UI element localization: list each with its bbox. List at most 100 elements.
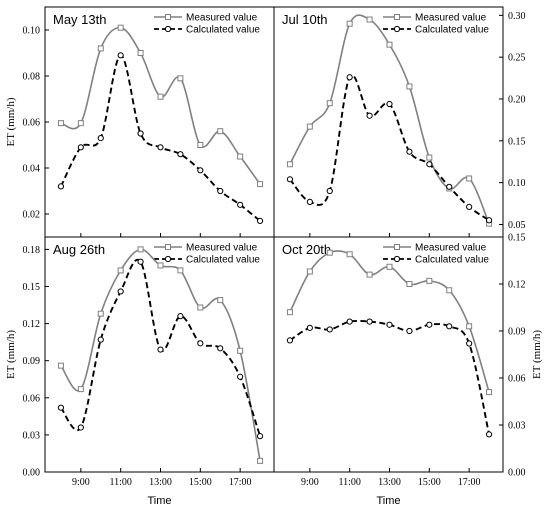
data-point-measured xyxy=(217,297,224,304)
data-point-measured xyxy=(406,281,413,287)
y-tick-label: 0.02 xyxy=(23,210,41,221)
y-tick-label: 0.00 xyxy=(508,468,526,479)
data-point-measured xyxy=(346,251,353,258)
y-axis-title: ET (mm/h) xyxy=(531,330,543,379)
x-tick-label: 11:00 xyxy=(338,477,360,488)
data-point-measured xyxy=(137,50,144,56)
legend-label: Calculated value xyxy=(415,25,489,36)
data-point-measured xyxy=(97,45,104,52)
data-point-measured xyxy=(177,75,184,82)
data-point-measured xyxy=(466,175,473,182)
panel-title: Oct 20th xyxy=(282,242,331,257)
data-point-calculated xyxy=(346,74,353,81)
y-tick-label: 0.10 xyxy=(23,26,41,37)
y-tick-label: 0.15 xyxy=(23,282,41,293)
data-point-calculated xyxy=(366,318,373,325)
y-tick-label: 0.00 xyxy=(23,468,41,479)
data-point-calculated xyxy=(157,346,164,353)
y-tick-label: 0.03 xyxy=(23,430,41,441)
data-point-calculated xyxy=(117,52,124,59)
legend-label: Measured value xyxy=(415,13,487,24)
data-point-calculated xyxy=(426,321,433,328)
data-point-calculated xyxy=(386,100,393,108)
data-point-measured xyxy=(237,153,244,160)
legend-marker-square xyxy=(394,244,400,250)
data-point-calculated xyxy=(466,203,473,210)
data-point-measured xyxy=(406,83,413,90)
series-line-calculated xyxy=(60,54,261,222)
data-point-calculated xyxy=(97,336,104,343)
legend-label: Calculated value xyxy=(415,255,489,266)
data-point-calculated xyxy=(197,167,204,174)
data-point-measured xyxy=(177,267,184,274)
data-point-measured xyxy=(57,120,64,127)
data-point-measured xyxy=(217,128,224,135)
data-point-calculated xyxy=(286,337,294,344)
data-point-calculated xyxy=(466,340,473,347)
chart-panel-4: 0.00 0.03 0.06 0.09 0.12 0.15 9:00 11:00 13:00 15… xyxy=(273,233,543,507)
data-point-calculated xyxy=(237,373,244,380)
data-point-measured xyxy=(117,24,124,31)
y-tick-label: 0.15 xyxy=(508,233,526,244)
data-point-calculated xyxy=(446,323,453,330)
data-point-measured xyxy=(137,246,144,253)
y-tick-label: 0.03 xyxy=(508,421,526,432)
y-tick-label: 0.06 xyxy=(23,118,41,129)
data-point-measured xyxy=(486,389,493,396)
y-tick-label: 0.12 xyxy=(508,280,526,291)
data-point-measured xyxy=(257,181,264,188)
data-point-calculated xyxy=(137,130,144,137)
data-point-calculated xyxy=(306,198,313,205)
panel-title: Jul 10th xyxy=(282,12,328,27)
legend-marker-circle xyxy=(164,25,172,33)
data-point-calculated xyxy=(217,187,224,195)
legend-marker-circle xyxy=(164,255,172,263)
legend-marker-square xyxy=(165,244,171,250)
data-point-calculated xyxy=(446,183,453,190)
data-point-measured xyxy=(77,120,84,127)
data-point-calculated xyxy=(326,326,333,333)
y-axis-title: ET (mm/h) xyxy=(5,97,17,146)
x-tick-label: 17:00 xyxy=(458,477,481,488)
data-point-calculated xyxy=(485,431,493,438)
legend-marker-square xyxy=(165,14,171,20)
data-point-calculated xyxy=(256,217,264,224)
data-point-measured xyxy=(466,323,473,330)
x-tick-label: 9:00 xyxy=(72,477,90,488)
data-point-calculated xyxy=(237,201,244,208)
data-point-calculated xyxy=(256,433,264,440)
legend-marker-square xyxy=(394,14,400,20)
legend-marker-circle xyxy=(393,255,401,263)
data-point-measured xyxy=(286,161,293,168)
data-point-measured xyxy=(326,249,333,256)
y-tick-label: 0.04 xyxy=(23,164,41,175)
y-tick-label: 0.20 xyxy=(508,95,526,106)
data-point-measured xyxy=(197,142,204,148)
x-tick-label: 15:00 xyxy=(418,477,441,488)
x-tick-label: 13:00 xyxy=(378,477,401,488)
data-point-measured xyxy=(386,263,393,270)
data-point-calculated xyxy=(286,176,294,183)
data-point-calculated xyxy=(406,327,413,335)
data-point-calculated xyxy=(177,313,184,320)
data-point-measured xyxy=(306,123,313,130)
x-tick-label: 9:00 xyxy=(301,477,319,488)
y-tick-label: 0.10 xyxy=(508,178,526,189)
chart-panel-1: 0.02 0.04 0.06 0.08 0.10 ET (mm/h) May 13th Mea… xyxy=(5,6,275,238)
panel-title: May 13th xyxy=(53,12,106,27)
panel-title: Aug 26th xyxy=(53,242,105,257)
series-line-measured xyxy=(60,26,261,185)
legend-marker-circle xyxy=(393,25,401,33)
data-point-measured xyxy=(306,268,313,275)
data-point-calculated xyxy=(57,183,65,190)
legend-label: Measured value xyxy=(186,13,258,24)
data-point-calculated xyxy=(485,217,493,224)
data-point-calculated xyxy=(326,187,333,195)
x-axis-title: Time xyxy=(147,495,171,507)
legend-label: Measured value xyxy=(186,243,258,254)
data-point-measured xyxy=(386,41,393,48)
